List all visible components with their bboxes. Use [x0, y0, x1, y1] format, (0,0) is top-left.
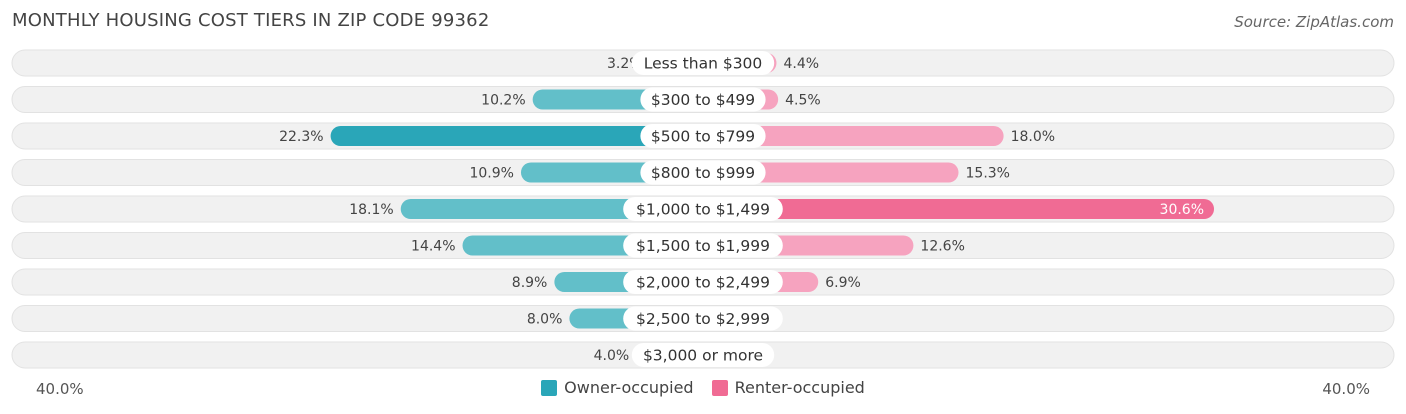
category-pill [640, 124, 766, 148]
category-pill [640, 160, 766, 185]
category-pill [631, 51, 775, 75]
category-label: $3,000 or more [643, 347, 763, 365]
owner-swatch [541, 379, 558, 396]
owner-value-label: 14.4% [411, 239, 455, 255]
category-pill [623, 306, 783, 331]
category-label: $2,500 to $2,999 [636, 310, 770, 328]
renter-value-label: 6.9% [825, 275, 861, 291]
renter-value-label: 4.4% [783, 56, 819, 72]
chart-title: MONTHLY HOUSING COST TIERS IN ZIP CODE 9… [12, 10, 490, 31]
owner-value-label: 8.0% [527, 312, 563, 328]
category-pill [631, 343, 775, 367]
renter-bar [703, 126, 1004, 146]
renter-bar [703, 199, 1215, 219]
source-label: Source: ZipAtlas.com [1234, 13, 1394, 31]
owner-bar [330, 126, 703, 146]
legend-owner-label: Owner-occupied [564, 378, 694, 397]
owner-value-label: 4.0% [594, 348, 630, 364]
category-pill [623, 233, 783, 258]
legend: Owner-occupied Renter-occupied [0, 378, 1406, 397]
owner-value-label: 10.2% [481, 93, 525, 109]
category-label: $2,000 to $2,499 [636, 274, 770, 292]
category-label: Less than $300 [644, 55, 763, 73]
category-label: $1,500 to $1,999 [636, 237, 770, 255]
legend-renter-label: Renter-occupied [734, 378, 865, 397]
owner-value-label: 8.9% [512, 275, 548, 291]
renter-value-label: 30.6% [1160, 202, 1204, 218]
renter-bar [703, 162, 959, 183]
owner-value-label: 18.1% [349, 202, 393, 218]
renter-value-label: 18.0% [1011, 129, 1055, 145]
category-label: $800 to $999 [651, 164, 755, 182]
axis-right-label: 40.0% [1322, 380, 1370, 398]
legend-item-owner: Owner-occupied [541, 378, 694, 397]
axis-left-label: 40.0% [36, 380, 84, 398]
category-pill [623, 270, 783, 294]
owner-value-label: 22.3% [279, 129, 323, 145]
owner-value-label: 10.9% [469, 166, 513, 182]
renter-swatch [711, 379, 728, 396]
category-label: $300 to $499 [651, 91, 755, 109]
renter-value-label: 12.6% [920, 239, 964, 255]
renter-value-label: 15.3% [966, 166, 1010, 182]
category-pill [640, 87, 766, 112]
renter-value-label: 4.5% [785, 93, 821, 109]
category-label: $500 to $799 [651, 128, 755, 146]
category-pill [623, 197, 783, 221]
legend-item-renter: Renter-occupied [711, 378, 865, 397]
category-label: $1,000 to $1,499 [636, 201, 770, 219]
